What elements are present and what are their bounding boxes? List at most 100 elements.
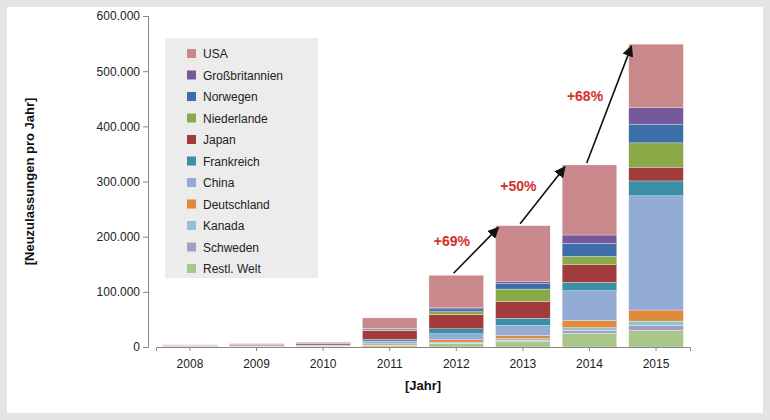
- y-tick: 500.000: [97, 65, 148, 79]
- annotation: +50%: [500, 178, 537, 194]
- legend-swatch: [187, 157, 196, 166]
- bar: [429, 340, 484, 342]
- annotation: +68%: [567, 88, 604, 104]
- y-tick-label: 300.000: [97, 175, 141, 189]
- bar: [229, 345, 284, 346]
- x-tick: 2014: [576, 347, 603, 371]
- legend-label: Frankreich: [203, 155, 260, 169]
- bar: [429, 329, 484, 334]
- bar: [296, 343, 351, 344]
- bar: [562, 165, 617, 235]
- bar: [562, 333, 617, 347]
- bar: [362, 318, 417, 328]
- y-tick: 400.000: [97, 120, 148, 134]
- y-tick-mark: [143, 16, 148, 17]
- legend-label: China: [203, 176, 235, 190]
- legend-swatch: [187, 92, 196, 101]
- y-tick-label: 0: [133, 340, 140, 354]
- legend-label: Deutschland: [203, 198, 270, 212]
- x-tick-mark: [256, 347, 257, 351]
- legend-item: Schweden: [187, 241, 259, 255]
- legend: USAGroßbritannienNorwegenNiederlandeJapa…: [165, 38, 318, 278]
- y-tick: 600.000: [97, 9, 148, 23]
- y-tick-label: 100.000: [97, 285, 141, 299]
- bar: [362, 345, 417, 347]
- bar: [629, 196, 684, 310]
- series: [163, 321, 684, 346]
- bar: [429, 312, 484, 315]
- plot: 0100.000200.000300.000400.000500.000600.…: [97, 9, 691, 370]
- bar: [296, 345, 351, 346]
- y-tick: 100.000: [97, 285, 148, 299]
- bar: [629, 44, 684, 107]
- y-tick-label: 500.000: [97, 65, 141, 79]
- x-tick-label: 2015: [643, 357, 670, 371]
- bar: [362, 330, 417, 332]
- bar: [362, 341, 417, 344]
- y-axis-title: [Neuzulassungen pro Jahr]: [22, 98, 37, 266]
- bar: [163, 344, 218, 345]
- legend-item: Deutschland: [187, 198, 270, 212]
- legend-swatch: [187, 178, 196, 187]
- bar: [562, 282, 617, 290]
- bar: [496, 302, 551, 319]
- y-tick-label: 600.000: [97, 9, 141, 23]
- bar: [229, 346, 284, 347]
- legend-swatch: [187, 49, 196, 58]
- panel: [7, 7, 763, 413]
- legend-swatch: [187, 221, 196, 230]
- bar: [229, 346, 284, 347]
- x-tick-label: 2010: [310, 357, 337, 371]
- bar: [496, 284, 551, 290]
- bar: [629, 143, 684, 167]
- bar: [429, 275, 484, 308]
- bar: [163, 346, 218, 347]
- bar: [629, 181, 684, 196]
- bar: [296, 344, 351, 345]
- bar: [229, 344, 284, 345]
- bar: [229, 343, 284, 345]
- bar: [296, 342, 351, 343]
- bar: [429, 334, 484, 340]
- bar: [562, 243, 617, 256]
- bar: [362, 345, 417, 346]
- y-tick-mark: [143, 182, 148, 183]
- chart: 0100.000200.000300.000400.000500.000600.…: [0, 0, 770, 420]
- legend-item: Japan: [187, 133, 236, 147]
- legend-label: USA: [203, 47, 228, 61]
- bar: [496, 226, 551, 282]
- legend-label: Kanada: [203, 219, 245, 233]
- annotations: +69%+50%+68%: [434, 46, 632, 273]
- bar: [296, 344, 351, 345]
- bar: [629, 330, 684, 347]
- y-tick-mark: [143, 237, 148, 238]
- x-tick-mark: [189, 347, 190, 351]
- bar: [163, 345, 218, 346]
- bar: [163, 345, 218, 346]
- legend-label: Schweden: [203, 241, 259, 255]
- x-tick-mark: [456, 347, 457, 351]
- y-tick: 300.000: [97, 175, 148, 189]
- bar: [229, 345, 284, 346]
- bar: [163, 345, 218, 347]
- bar: [562, 265, 617, 283]
- bar: [496, 341, 551, 347]
- bar: [229, 346, 284, 347]
- x-tick-label: 2013: [510, 357, 537, 371]
- bar: [562, 328, 617, 331]
- series: [163, 325, 684, 346]
- background: [0, 0, 770, 420]
- bar: [296, 346, 351, 347]
- bar: [629, 124, 684, 143]
- bar: [562, 321, 617, 328]
- bar: [429, 344, 484, 347]
- legend-item: China: [187, 176, 235, 190]
- bar: [362, 329, 417, 330]
- bar: [229, 346, 284, 347]
- bar: [496, 325, 551, 335]
- bar: [562, 291, 617, 321]
- x-tick: 2011: [377, 347, 403, 371]
- x-tick: 2015: [643, 347, 670, 371]
- bar: [362, 331, 417, 340]
- bar: [163, 345, 218, 346]
